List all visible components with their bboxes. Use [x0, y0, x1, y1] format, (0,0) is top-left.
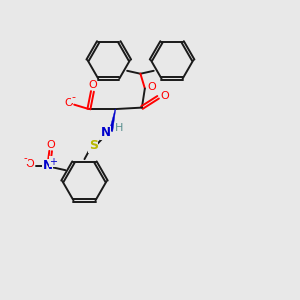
Text: H: H	[115, 123, 123, 133]
Text: O: O	[88, 80, 97, 90]
Text: -: -	[71, 92, 75, 102]
Text: -: -	[24, 153, 28, 164]
Text: O: O	[26, 159, 34, 169]
Text: O: O	[160, 91, 169, 101]
Text: O: O	[64, 98, 73, 108]
Text: O: O	[46, 140, 55, 150]
Text: S: S	[89, 140, 98, 152]
Text: +: +	[49, 157, 57, 167]
Text: N: N	[43, 159, 53, 172]
Text: N: N	[101, 126, 111, 139]
Polygon shape	[109, 109, 116, 131]
Text: O: O	[147, 82, 156, 92]
